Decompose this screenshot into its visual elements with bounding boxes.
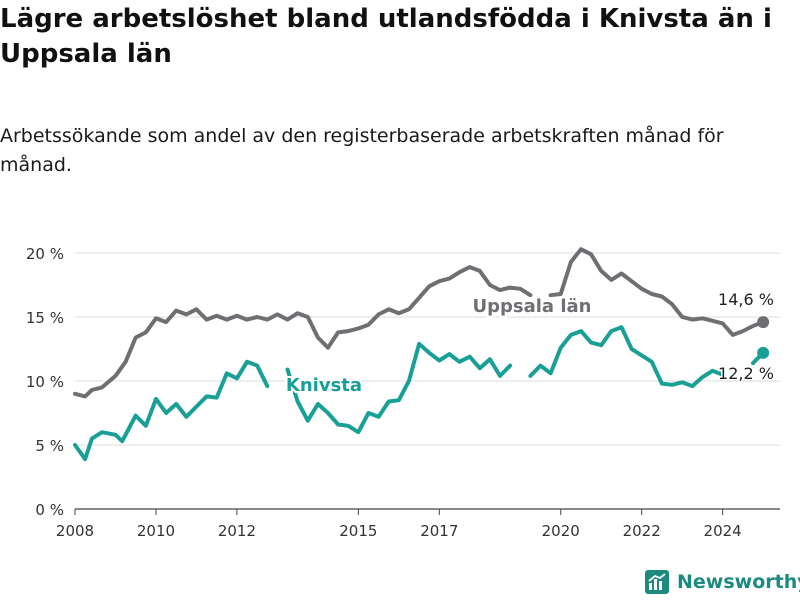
uppsala-l-n-end-point [757,316,770,329]
chart-subtitle: Arbetssökande som andel av den registerb… [0,125,724,176]
x-tick-label: 2020 [542,522,580,540]
uppsala-l-n-end-label: 14,6 % [718,290,774,309]
x-tick-label: 2017 [420,522,458,540]
y-tick-label: 10 % [26,373,64,391]
knivsta-series-line [73,359,270,462]
newsworthy-logo-icon [645,570,669,594]
knivsta-series-label: Knivsta [286,375,362,396]
newsworthy-brand: Newsworthy [645,568,800,596]
uppsala-l-n-series-line [73,265,533,399]
x-tick-label: 2022 [623,522,661,540]
knivsta-end-label: 12,2 % [718,364,774,383]
uppsala-l-n-series-line [548,247,766,337]
y-tick-label: 20 % [26,245,64,263]
y-tick-label: 5 % [35,437,64,455]
x-tick-label: 2015 [339,522,377,540]
x-tick-label: 2024 [704,522,742,540]
chart-title: Lägre arbetslöshet bland utlandsfödda i … [0,4,772,69]
x-tick-label: 2008 [56,522,94,540]
y-tick-label: 0 % [35,501,64,519]
knivsta-series-line [285,341,513,435]
knivsta-end-point [757,346,770,359]
x-tick-label: 2010 [137,522,175,540]
uppsala-l-n-series-label: Uppsala län [473,296,592,317]
x-tick-label: 2012 [218,522,256,540]
y-tick-label: 15 % [26,309,64,327]
brand-name: Newsworthy [677,571,800,593]
knivsta-series-line [528,325,725,389]
